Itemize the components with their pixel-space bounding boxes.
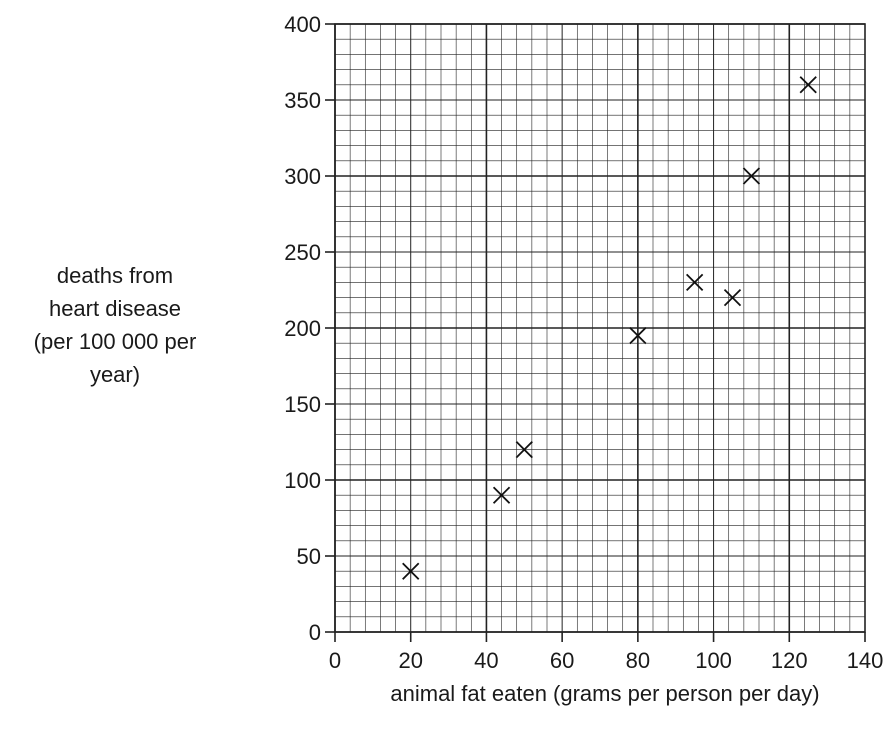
y-tick-label: 150 (284, 392, 321, 417)
axes (325, 23, 866, 642)
y-tick-label: 0 (309, 620, 321, 645)
data-point (402, 562, 420, 580)
y-tick-label: 250 (284, 240, 321, 265)
y-axis-title-line: (per 100 000 per (34, 329, 197, 354)
data-points (402, 76, 817, 580)
x-tick-label: 140 (847, 648, 884, 673)
y-axis-title-line: deaths from (57, 263, 173, 288)
y-tick-label: 400 (284, 12, 321, 37)
data-point (799, 76, 817, 94)
x-tick-label: 0 (329, 648, 341, 673)
grid (334, 23, 866, 633)
x-tick-label: 20 (398, 648, 422, 673)
data-point (742, 167, 761, 185)
y-axis-title-line: year) (90, 362, 140, 387)
data-point (686, 273, 704, 292)
x-tick-label: 120 (771, 648, 808, 673)
data-point (492, 486, 511, 504)
data-point (629, 326, 647, 345)
data-point (515, 440, 533, 459)
y-tick-label: 350 (284, 88, 321, 113)
y-tick-label: 50 (297, 544, 321, 569)
x-tick-label: 40 (474, 648, 498, 673)
tick-labels: 0 50 100 150 200 250 300 350 400 0 20 40 60 80 100 120 1… (284, 12, 883, 673)
y-tick-label: 300 (284, 164, 321, 189)
x-tick-label: 100 (695, 648, 732, 673)
y-tick-label: 100 (284, 468, 321, 493)
x-tick-label: 60 (550, 648, 574, 673)
x-tick-label: 80 (626, 648, 650, 673)
y-axis-title: deaths from heart disease (per 100 000 per… (34, 263, 197, 387)
y-tick-label: 200 (284, 316, 321, 341)
x-axis-title: animal fat eaten (grams per person per d… (390, 681, 819, 706)
y-axis-title-line: heart disease (49, 296, 181, 321)
data-point (723, 288, 742, 307)
